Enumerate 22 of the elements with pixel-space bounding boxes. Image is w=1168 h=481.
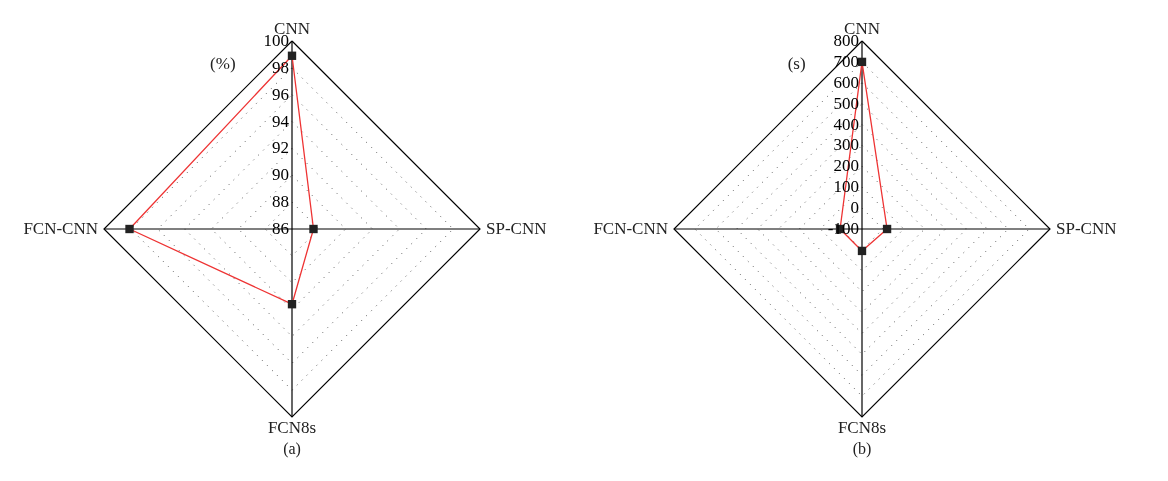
y-tick-label: 600 — [833, 72, 859, 92]
y-tick-label: 200 — [833, 156, 859, 176]
spoke-label: FCN-CNN — [593, 219, 668, 238]
spoke-label: FCN-CNN — [23, 219, 98, 238]
spoke-label: FCN8s — [837, 418, 887, 437]
text: (%) — [210, 53, 236, 73]
spoke-label: SP-CNN — [1056, 219, 1117, 238]
text: (b) — [852, 439, 872, 458]
y-tick-label: 94 — [272, 111, 290, 131]
spoke-label: FCN8s — [267, 418, 317, 437]
y-tick-label: 90 — [272, 165, 289, 185]
y-tick-label: 88 — [272, 192, 289, 212]
y-tick-label: 86 — [272, 219, 289, 238]
spoke-label: SP-CNN — [486, 219, 547, 238]
text: (a) — [283, 439, 301, 458]
y-tick-label: 500 — [833, 93, 859, 113]
text: (s) — [787, 53, 806, 73]
y-tick-label: 96 — [272, 84, 289, 104]
y-tick-label: 100 — [833, 177, 859, 197]
y-tick-label: 300 — [833, 135, 859, 155]
y-tick-label: 0 — [850, 198, 859, 218]
y-tick-label: 92 — [272, 138, 289, 158]
